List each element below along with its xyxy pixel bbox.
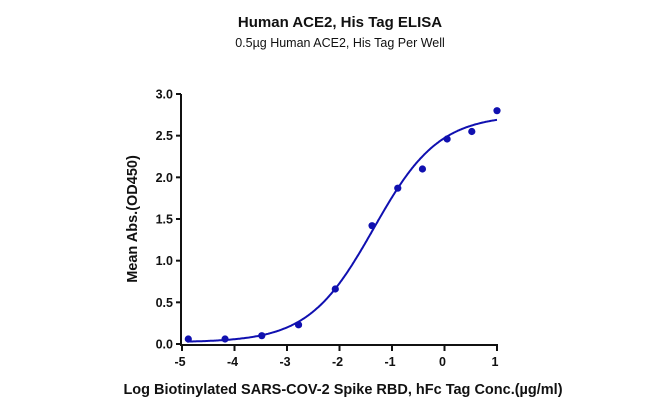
y-tick-label: 1.5 [156, 213, 173, 227]
x-tick-label: -3 [279, 355, 290, 369]
y-tick-label: 3.0 [156, 88, 173, 102]
chart-title: Human ACE2, His Tag ELISA [238, 14, 442, 31]
data-point [418, 165, 427, 173]
y-tick-label: 0.0 [156, 338, 173, 352]
x-axis-label: Log Biotinylated SARS-COV-2 Spike RBD, h… [123, 382, 562, 398]
data-point [221, 335, 229, 343]
x-tick-label: 0 [439, 355, 446, 369]
y-tick-label: 1.0 [156, 254, 173, 268]
data-point [368, 222, 376, 230]
x-tick-label: -5 [174, 355, 185, 369]
y-tick-label: 0.5 [156, 296, 173, 310]
data-point [468, 127, 476, 136]
data-point [258, 332, 266, 340]
data-point [394, 184, 402, 192]
chart-subtitle: 0.5µg Human ACE2, His Tag Per Well [235, 36, 445, 50]
x-tick-label: 1 [492, 355, 499, 369]
y-axis-label: Mean Abs.(OD450) [125, 155, 141, 283]
x-tick-label: -2 [332, 355, 343, 369]
data-point [331, 285, 339, 293]
data-point [184, 335, 192, 343]
data-point [294, 321, 303, 329]
data-point [493, 107, 501, 115]
x-tick-label: -4 [227, 355, 238, 369]
data-point [443, 135, 451, 143]
y-tick-label: 2.5 [156, 129, 173, 143]
fit-curve [187, 118, 498, 343]
x-tick-label: -1 [384, 355, 395, 369]
y-tick-label: 2.0 [156, 171, 173, 185]
